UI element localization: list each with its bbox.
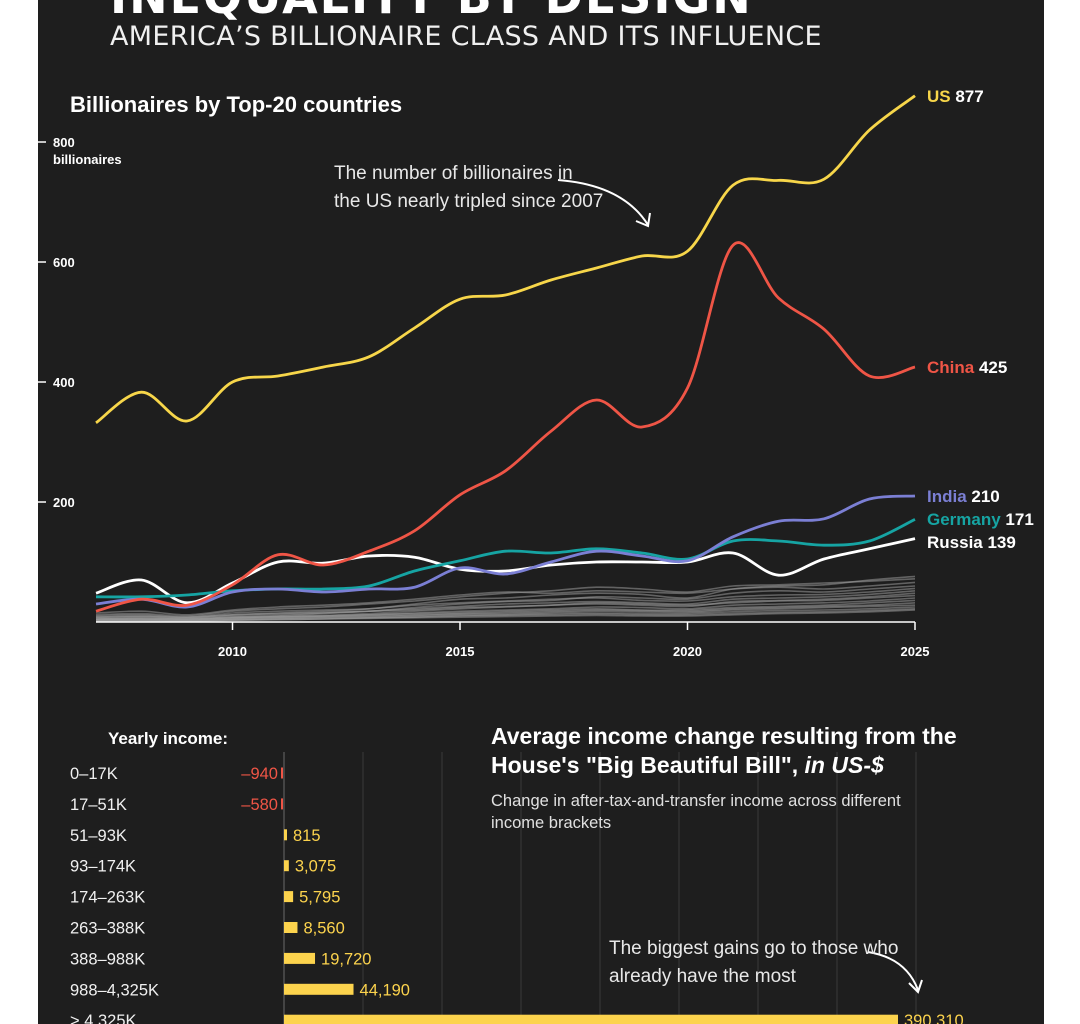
bar-value-label: –580 <box>241 796 278 814</box>
china-line <box>95 241 916 613</box>
other-country-line <box>95 581 916 616</box>
series-name: Germany <box>927 510 1001 529</box>
other-countries-lines <box>95 575 916 623</box>
other-country-line <box>95 609 916 623</box>
income-bracket-label: 174–263K <box>70 889 145 907</box>
bar-chart-title-main: Average income change resulting from the… <box>491 723 957 778</box>
russia-line <box>95 537 916 605</box>
bar-chart-title: Average income change resulting from the… <box>491 722 971 780</box>
series-value: 210 <box>967 487 1000 506</box>
series-value: 877 <box>951 87 984 106</box>
india-end-label: India 210 <box>927 487 1000 506</box>
y-tick-label: 600 <box>53 255 75 270</box>
us-annotation: The number of billionaires in the US nea… <box>334 163 604 212</box>
china-end-label: China 425 <box>927 358 1007 377</box>
other-country-line <box>95 578 916 617</box>
bar <box>284 829 287 841</box>
highlighted-countries-lines <box>95 94 916 613</box>
income-bracket-label: 17–51K <box>70 796 127 814</box>
bar-annotation-arrow-head <box>908 979 923 994</box>
other-country-line <box>95 587 916 619</box>
annotation-arrow-head <box>635 212 651 228</box>
us-line <box>95 94 916 424</box>
other-country-line <box>95 594 916 619</box>
income-bracket-label: 263–388K <box>70 920 145 938</box>
income-bracket-label: 0–17K <box>70 765 118 783</box>
bar-value-label: 19,720 <box>321 950 371 968</box>
bar <box>284 952 316 964</box>
headline: INEQUALITY BY DESIGN <box>110 0 753 24</box>
bar-chart-description: Change in after-tax-and-transfer income … <box>491 792 901 832</box>
series-value: 139 <box>983 533 1016 552</box>
bar-annotation: The biggest gains go to those who alread… <box>609 938 899 987</box>
line-chart-axes: Billionaires by Top-20 countries 2010 2015… <box>38 92 929 659</box>
series-value: 171 <box>1001 510 1034 529</box>
bar-value-label: 3,075 <box>295 858 336 876</box>
series-end-labels: US 877 China 425 India 210 Germany 171 Russi… <box>927 87 1034 552</box>
income-bracket-label: 988–4,325K <box>70 981 159 999</box>
bar-chart: 0–17K –940 17–51K –580 51–93K 815 93–174K 3,075… <box>70 752 964 1024</box>
bar <box>284 983 354 995</box>
bar-value-label: 8,560 <box>303 920 344 938</box>
bar <box>284 891 294 903</box>
line-chart-title: Billionaires by Top-20 countries <box>70 92 402 117</box>
bar-annotation-arrow <box>867 951 919 991</box>
series-name: China <box>927 358 975 377</box>
y-tick-label: 400 <box>53 375 75 390</box>
series-name: US <box>927 87 951 106</box>
y-unit-label: billionaires <box>53 152 122 167</box>
bar <box>284 922 298 933</box>
income-bracket-label: 388–988K <box>70 950 145 968</box>
bar-value-label: –940 <box>241 765 278 783</box>
bar-chart-title-unit: in US-$ <box>804 752 884 778</box>
bar-value-label: 390,310 <box>904 1012 964 1024</box>
bar-chart-labels: 0–17K –940 17–51K –580 51–93K 815 93–174K 3,075… <box>70 765 964 1024</box>
us-end-label: US 877 <box>927 87 984 106</box>
bar <box>281 767 283 779</box>
income-bracket-label: 93–174K <box>70 858 136 876</box>
x-tick-label: 2010 <box>218 644 247 659</box>
bar <box>284 860 289 872</box>
x-tick-label: 2020 <box>673 644 702 659</box>
other-country-line <box>95 599 916 620</box>
other-country-line <box>95 604 916 621</box>
series-value: 425 <box>974 358 1007 377</box>
bar-value-label: 5,795 <box>299 889 340 907</box>
income-bracket-label: 51–93K <box>70 827 127 845</box>
series-name: Russia <box>927 533 983 552</box>
annotation-arrow <box>557 179 649 226</box>
russia-end-label: Russia 139 <box>927 533 1016 552</box>
infographic-panel: INEQUALITY BY DESIGN AMERICA’S BILLIONAI… <box>38 0 1044 1024</box>
x-tick-label: 2015 <box>446 644 475 659</box>
other-country-line <box>95 590 916 620</box>
y-tick-label: 200 <box>53 495 75 510</box>
bar-value-label: 815 <box>293 827 321 845</box>
series-name: India <box>927 487 967 506</box>
bar <box>281 798 283 810</box>
bar <box>284 1014 898 1024</box>
subtitle: AMERICA’S BILLIONAIRE CLASS AND ITS INFL… <box>110 21 822 52</box>
income-axis-label: Yearly income: <box>108 729 229 748</box>
bar-chart-gridlines <box>283 752 917 1024</box>
line-chart: Billionaires by Top-20 countries 2010 2015… <box>38 87 1034 659</box>
income-bracket-label: > 4,325K <box>70 1012 137 1024</box>
y-tick-label: 800 <box>53 135 75 150</box>
germany-end-label: Germany 171 <box>927 510 1034 529</box>
x-tick-label: 2025 <box>901 644 930 659</box>
india-line <box>95 494 916 609</box>
bar-chart-bars <box>281 767 898 1024</box>
bar-value-label: 44,190 <box>360 981 410 999</box>
